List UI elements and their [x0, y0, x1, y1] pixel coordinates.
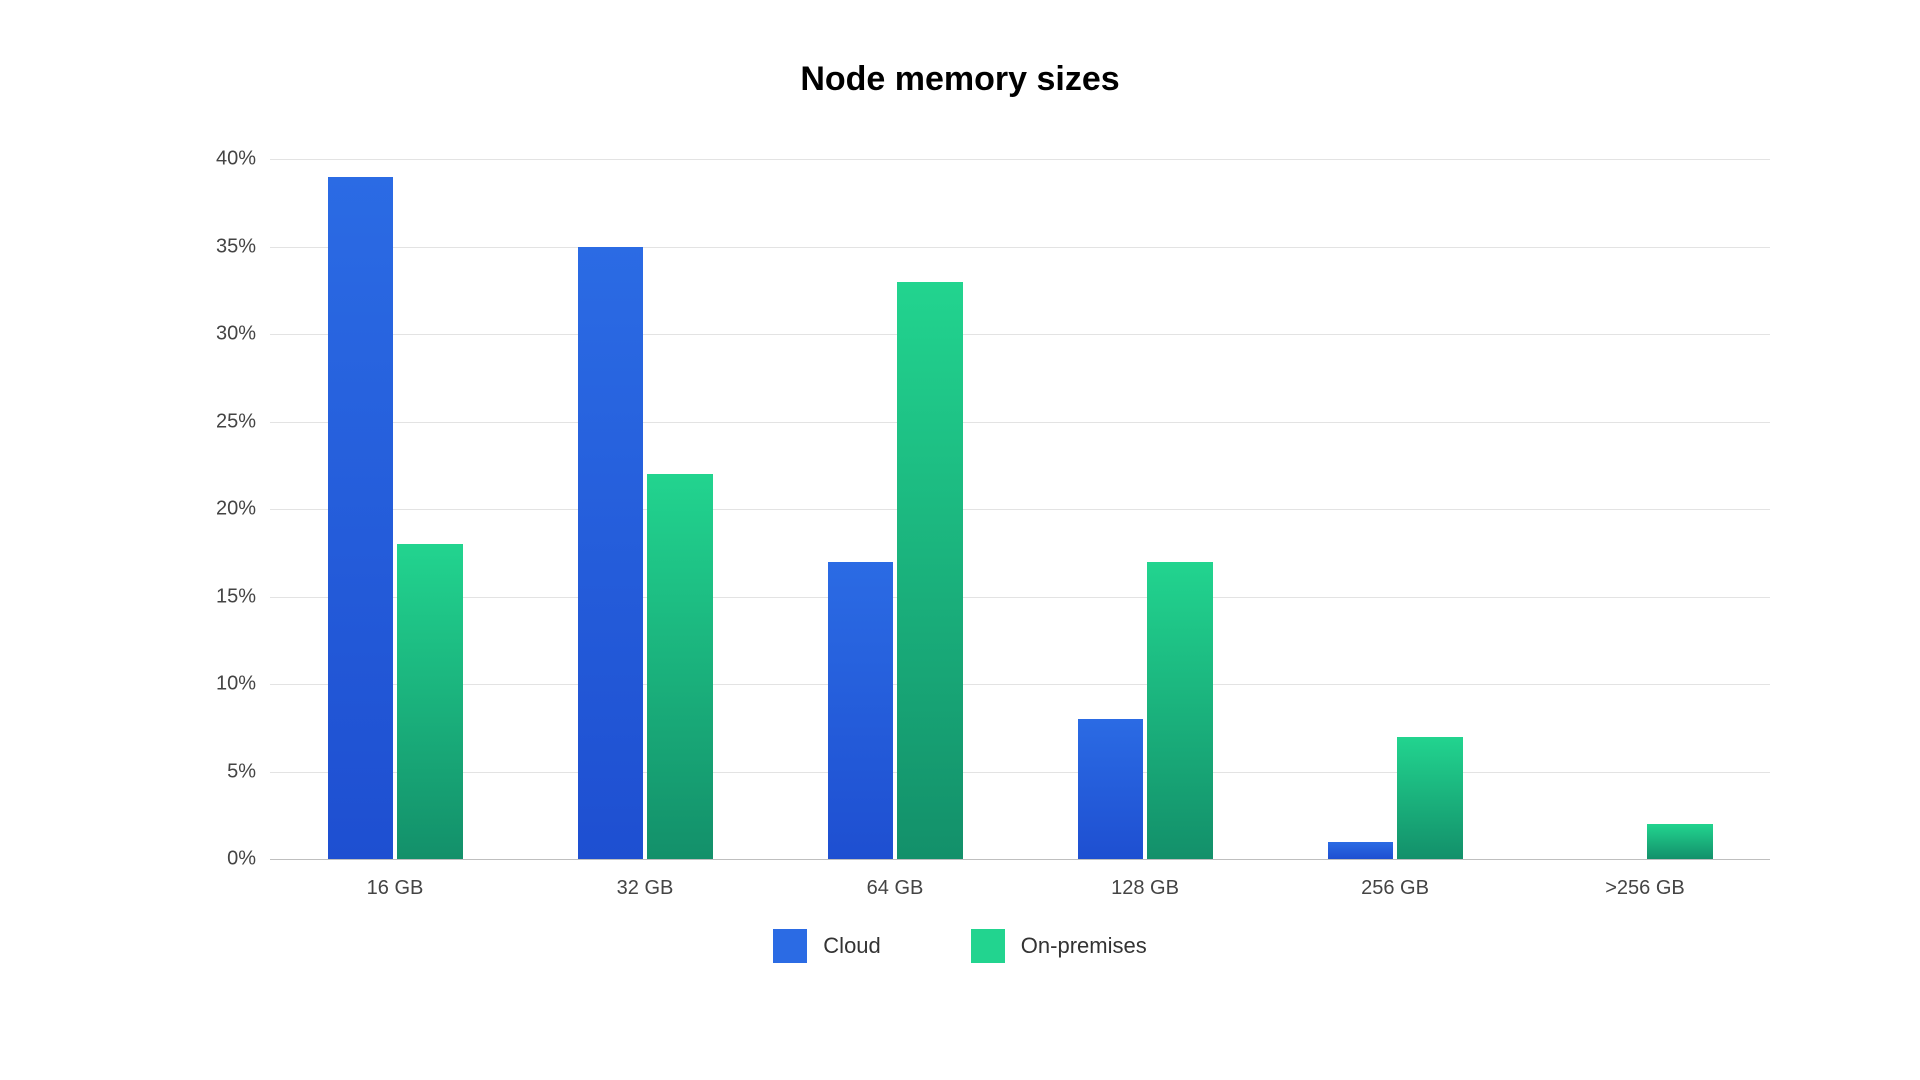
bar-cloud — [328, 177, 394, 860]
bar-cloud — [578, 247, 644, 860]
gridline — [270, 334, 1770, 335]
gridline — [270, 859, 1770, 860]
y-tick-label: 25% — [216, 410, 270, 433]
y-tick-label: 20% — [216, 498, 270, 521]
gridline — [270, 159, 1770, 160]
legend-item-cloud: Cloud — [773, 929, 880, 963]
gridline — [270, 422, 1770, 423]
y-tick-label: 30% — [216, 323, 270, 346]
bar-on-premises — [1397, 737, 1463, 860]
gridline — [270, 509, 1770, 510]
legend-label: On-premises — [1021, 933, 1147, 959]
bar-on-premises — [397, 544, 463, 859]
chart-title: Node memory sizes — [60, 60, 1860, 99]
y-tick-label: 0% — [227, 848, 270, 871]
y-tick-label: 15% — [216, 585, 270, 608]
bar-on-premises — [1647, 824, 1713, 859]
x-tick-label: 32 GB — [617, 859, 674, 900]
gridline — [270, 597, 1770, 598]
y-tick-label: 35% — [216, 235, 270, 258]
x-tick-label: >256 GB — [1605, 859, 1685, 900]
legend-swatch — [971, 929, 1005, 963]
y-tick-label: 40% — [216, 148, 270, 171]
x-tick-label: 64 GB — [867, 859, 924, 900]
gridline — [270, 247, 1770, 248]
chart-plot-wrap: 0%5%10%15%20%25%30%35%40%16 GB32 GB64 GB… — [150, 159, 1770, 859]
x-tick-label: 128 GB — [1111, 859, 1179, 900]
bar-on-premises — [647, 474, 713, 859]
gridline — [270, 772, 1770, 773]
bar-cloud — [1328, 842, 1394, 860]
legend-label: Cloud — [823, 933, 880, 959]
gridline — [270, 684, 1770, 685]
x-tick-label: 16 GB — [367, 859, 424, 900]
chart-legend: Cloud On-premises — [60, 929, 1860, 963]
chart-container: Node memory sizes 0%5%10%15%20%25%30%35%… — [0, 0, 1920, 1080]
x-tick-label: 256 GB — [1361, 859, 1429, 900]
bar-on-premises — [1147, 562, 1213, 860]
bar-on-premises — [897, 282, 963, 860]
chart-plot: 0%5%10%15%20%25%30%35%40%16 GB32 GB64 GB… — [270, 159, 1770, 859]
y-tick-label: 10% — [216, 673, 270, 696]
legend-swatch — [773, 929, 807, 963]
bar-cloud — [828, 562, 894, 860]
bar-cloud — [1078, 719, 1144, 859]
y-tick-label: 5% — [227, 760, 270, 783]
legend-item-on-premises: On-premises — [971, 929, 1147, 963]
